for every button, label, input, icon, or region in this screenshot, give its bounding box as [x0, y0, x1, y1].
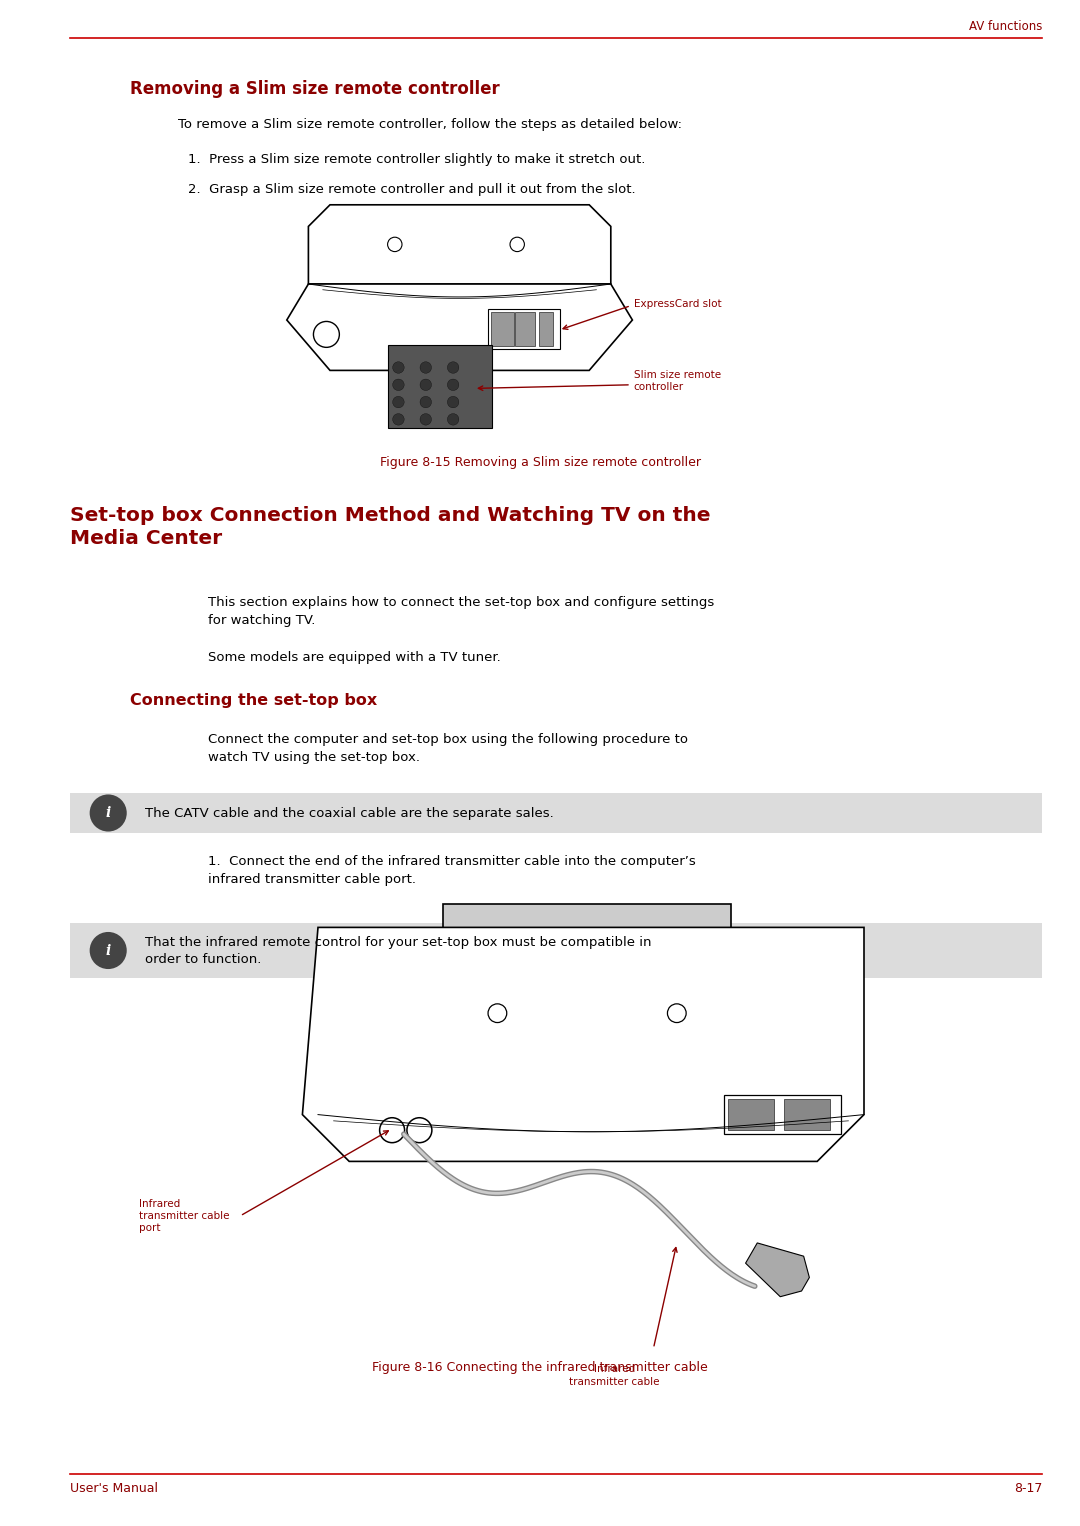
Circle shape	[447, 362, 459, 374]
Text: i: i	[106, 943, 111, 957]
Bar	[70, 794, 1042, 833]
Circle shape	[420, 378, 432, 391]
Bar	[491, 313, 514, 346]
Text: Figure 8-15 Removing a Slim size remote controller: Figure 8-15 Removing a Slim size remote …	[379, 456, 701, 468]
Circle shape	[91, 932, 125, 967]
Text: 8-17: 8-17	[1014, 1482, 1042, 1495]
Polygon shape	[745, 1242, 809, 1297]
Text: Infrared
transmitter cable: Infrared transmitter cable	[569, 1364, 660, 1387]
Bar	[539, 313, 553, 346]
Text: Figure 8-16 Connecting the infrared transmitter cable: Figure 8-16 Connecting the infrared tran…	[373, 1361, 707, 1373]
Text: Removing a Slim size remote controller: Removing a Slim size remote controller	[130, 79, 499, 98]
Circle shape	[91, 795, 125, 830]
Text: This section explains how to connect the set-top box and configure settings
for : This section explains how to connect the…	[208, 597, 715, 627]
Text: 2.  Grasp a Slim size remote controller and pull it out from the slot.: 2. Grasp a Slim size remote controller a…	[188, 183, 636, 195]
Circle shape	[447, 378, 459, 391]
Polygon shape	[388, 345, 492, 427]
Text: That the infrared remote control for your set-top box must be compatible in
orde: That the infrared remote control for you…	[145, 935, 651, 966]
Bar	[515, 313, 536, 346]
Bar	[488, 310, 561, 349]
Circle shape	[393, 414, 404, 426]
Circle shape	[393, 378, 404, 391]
Circle shape	[447, 414, 459, 426]
Text: Connecting the set-top box: Connecting the set-top box	[130, 693, 377, 708]
Circle shape	[420, 362, 432, 374]
Bar	[70, 923, 1042, 978]
Text: Connect the computer and set-top box using the following procedure to
watch TV u: Connect the computer and set-top box usi…	[208, 732, 688, 763]
Text: Set-top box Connection Method and Watching TV on the
Media Center: Set-top box Connection Method and Watchi…	[70, 507, 711, 548]
Text: Infrared
transmitter cable
port: Infrared transmitter cable port	[138, 1198, 229, 1233]
Text: To remove a Slim size remote controller, follow the steps as detailed below:: To remove a Slim size remote controller,…	[178, 118, 683, 131]
Text: User's Manual: User's Manual	[70, 1482, 158, 1495]
Circle shape	[420, 414, 432, 426]
Text: i: i	[106, 806, 111, 819]
Bar	[728, 1099, 774, 1131]
Polygon shape	[302, 928, 864, 1161]
Text: 1.  Connect the end of the infrared transmitter cable into the computer’s
infrar: 1. Connect the end of the infrared trans…	[208, 855, 696, 885]
Text: The CATV cable and the coaxial cable are the separate sales.: The CATV cable and the coaxial cable are…	[145, 807, 554, 819]
Circle shape	[420, 397, 432, 407]
Text: Some models are equipped with a TV tuner.: Some models are equipped with a TV tuner…	[208, 652, 501, 664]
Text: Slim size remote
controller: Slim size remote controller	[634, 369, 721, 392]
Polygon shape	[443, 903, 731, 943]
Bar	[784, 1099, 831, 1131]
Circle shape	[393, 362, 404, 374]
Bar	[724, 1096, 840, 1134]
Text: 1.  Press a Slim size remote controller slightly to make it stretch out.: 1. Press a Slim size remote controller s…	[188, 153, 646, 166]
Text: AV functions: AV functions	[969, 20, 1042, 34]
Polygon shape	[287, 284, 633, 371]
Circle shape	[447, 397, 459, 407]
Text: ExpressCard slot: ExpressCard slot	[634, 299, 721, 310]
Circle shape	[393, 397, 404, 407]
